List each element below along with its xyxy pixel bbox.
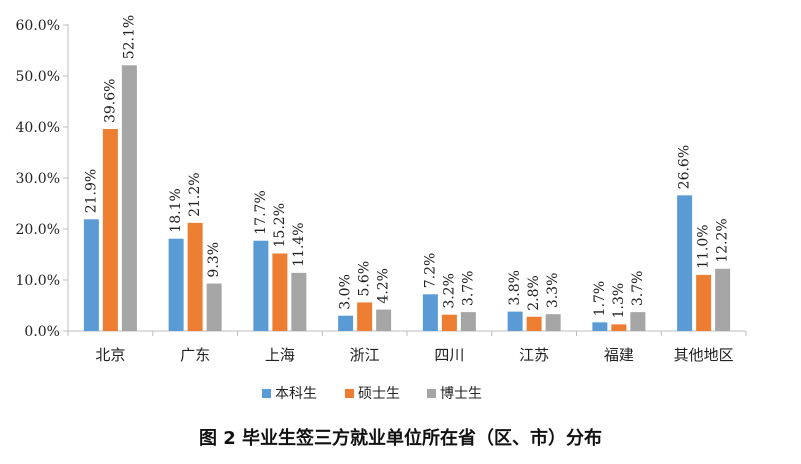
data-label: 7.2%	[422, 253, 438, 289]
bar	[545, 314, 561, 331]
data-label: 3.3%	[545, 273, 561, 309]
bar	[338, 315, 354, 331]
legend-swatch	[427, 389, 436, 398]
legend-label: 博士生	[440, 385, 482, 402]
bar	[376, 309, 392, 331]
bar	[168, 238, 184, 331]
bar	[291, 272, 307, 331]
figure-caption: 图 2 毕业生签三方就业单位所在省（区、市）分布	[198, 428, 603, 449]
bar	[460, 312, 476, 331]
y-tick-label: 20.0%	[16, 222, 60, 238]
data-label: 1.7%	[592, 281, 608, 317]
data-label: 1.3%	[611, 283, 627, 319]
x-category-label: 北京	[95, 346, 125, 364]
legend-label: 硕士生	[358, 386, 400, 402]
data-label: 21.9%	[83, 169, 99, 213]
x-category-label: 其他地区	[674, 346, 734, 364]
bar	[422, 294, 438, 331]
y-tick-label: 60.0%	[16, 18, 60, 34]
y-tick-label: 40.0%	[16, 120, 60, 136]
bar	[630, 312, 646, 331]
y-tick-label: 0.0%	[24, 324, 60, 340]
data-label: 17.7%	[253, 190, 269, 234]
bar	[206, 283, 222, 331]
y-tick-label: 50.0%	[16, 69, 60, 85]
bar	[611, 324, 627, 331]
bar	[526, 316, 542, 331]
data-label: 15.2%	[272, 203, 288, 247]
x-category-label: 上海	[265, 346, 295, 364]
bar	[102, 129, 118, 331]
bar	[253, 240, 269, 331]
data-label: 3.2%	[441, 273, 457, 309]
bar	[715, 268, 731, 331]
bar	[677, 195, 693, 331]
bar	[696, 274, 712, 331]
data-label: 52.1%	[121, 15, 137, 59]
x-category-label: 浙江	[350, 346, 380, 364]
x-category-label: 福建	[604, 346, 634, 364]
bar	[357, 302, 373, 331]
data-label: 3.7%	[460, 271, 476, 307]
legend-label: 本科生	[275, 386, 317, 402]
bar	[592, 322, 608, 331]
data-label: 2.8%	[526, 275, 542, 311]
data-label: 3.7%	[630, 271, 646, 307]
data-label: 11.4%	[291, 222, 307, 266]
data-label: 5.6%	[357, 261, 373, 297]
legend-swatch	[345, 389, 354, 398]
x-category-label: 四川	[434, 346, 464, 364]
data-label: 26.6%	[677, 145, 693, 189]
data-label: 39.6%	[102, 79, 118, 123]
bar	[441, 314, 457, 331]
data-label: 3.0%	[338, 274, 354, 310]
data-label: 12.2%	[715, 218, 731, 262]
bar	[507, 311, 523, 331]
data-label: 21.2%	[187, 172, 203, 216]
bar	[121, 65, 137, 331]
bar	[187, 222, 203, 331]
x-category-label: 江苏	[519, 346, 549, 364]
bar	[83, 219, 99, 331]
data-label: 11.0%	[696, 224, 712, 268]
data-label: 4.2%	[376, 268, 392, 304]
y-tick-label: 30.0%	[16, 171, 60, 187]
x-category-label: 广东	[180, 346, 210, 364]
data-label: 9.3%	[206, 242, 222, 278]
y-tick-label: 10.0%	[16, 273, 60, 289]
data-label: 18.1%	[168, 188, 184, 232]
data-label: 3.8%	[507, 270, 523, 306]
legend-swatch	[262, 389, 271, 398]
bar	[272, 253, 288, 331]
